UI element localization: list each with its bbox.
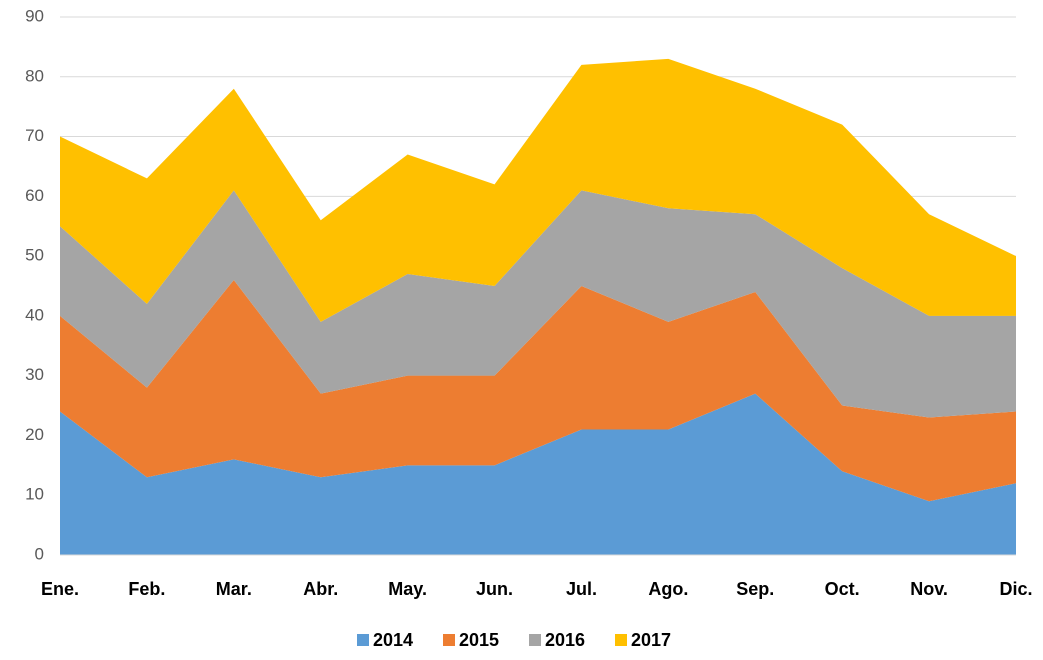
area [60,393,1016,555]
legend-swatch [357,634,369,646]
y-tick-label: 50 [25,246,44,265]
legend-label: 2017 [631,630,671,650]
y-tick-label: 20 [25,425,44,444]
y-tick-label: 80 [25,66,44,85]
area [60,190,1016,418]
legend-swatch [529,634,541,646]
x-tick-label: Ago. [648,579,688,599]
legend-label: 2016 [545,630,585,650]
y-tick-label: 70 [25,126,44,145]
y-tick-label: 10 [25,485,44,504]
legend-swatch [443,634,455,646]
legend-label: 2014 [373,630,413,650]
legend-label: 2015 [459,630,499,650]
x-tick-label: Mar. [216,579,252,599]
area [60,58,1016,322]
y-tick-label: 0 [35,544,44,563]
legend-swatch [615,634,627,646]
y-tick-label: 90 [25,6,44,25]
x-tick-label: Sep. [736,579,774,599]
x-tick-label: Oct. [825,579,860,599]
y-tick-label: 60 [25,186,44,205]
x-tick-label: Feb. [128,579,165,599]
x-tick-label: Nov. [910,579,948,599]
y-tick-label: 30 [25,365,44,384]
area [60,280,1016,502]
x-tick-label: Ene. [41,579,79,599]
x-tick-label: Jul. [566,579,597,599]
x-tick-label: Dic. [999,579,1032,599]
y-tick-label: 40 [25,305,44,324]
x-tick-label: May. [388,579,427,599]
x-tick-label: Abr. [303,579,338,599]
x-tick-label: Jun. [476,579,513,599]
